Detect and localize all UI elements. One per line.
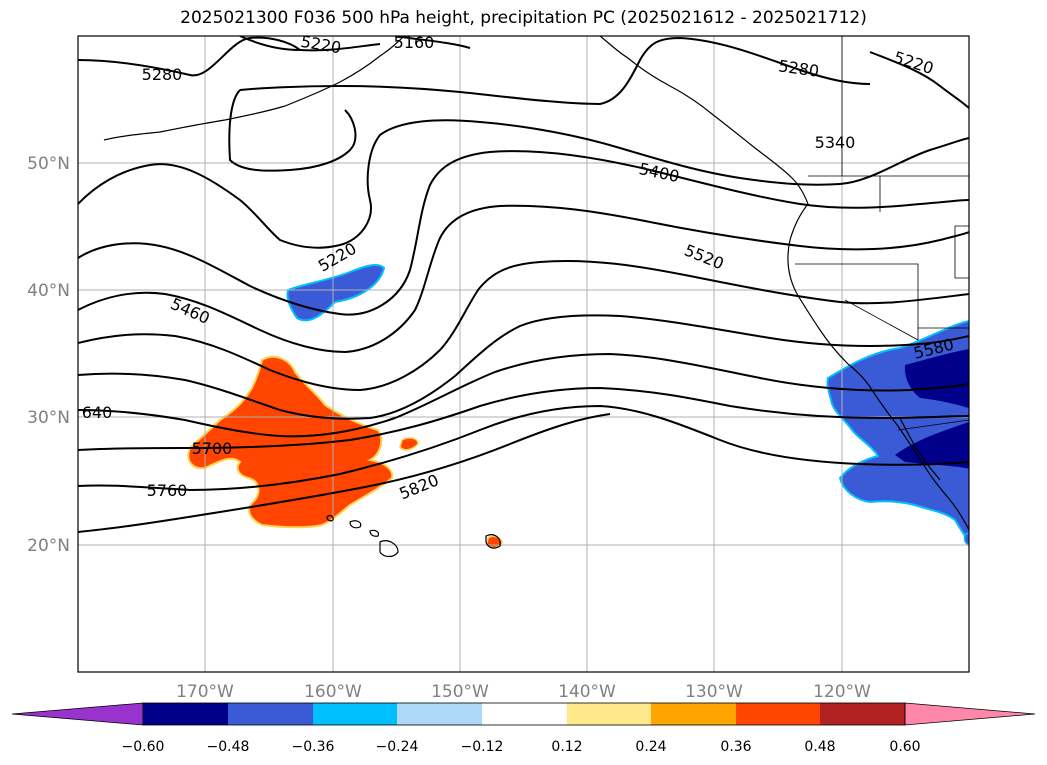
colorbar-tick-label: 0.60 <box>889 739 920 755</box>
colorbar-tick-label: −0.36 <box>292 739 335 755</box>
coastlines <box>103 36 969 558</box>
colorbar-segment <box>143 703 228 725</box>
contour-label: 5160 <box>394 33 435 52</box>
colorbar-tick-label: −0.48 <box>207 739 250 755</box>
colorbar: −0.60 −0.48 −0.36 −0.24 −0.12 0.12 0.24 … <box>11 702 1036 755</box>
contour-label: 5340 <box>815 133 856 152</box>
colorbar-tick-label: −0.60 <box>122 739 165 755</box>
colorbar-extend-right <box>904 702 1036 726</box>
precip-positive-blob <box>399 437 419 451</box>
precip-strong-negative-area <box>895 422 969 469</box>
lon-label: 140°W <box>558 682 616 702</box>
colorbar-segment <box>228 703 313 725</box>
latitude-labels: 50°N 40°N 30°N 20°N <box>27 154 70 556</box>
precip-negative-blob <box>963 532 969 547</box>
lat-label: 30°N <box>27 408 70 428</box>
colorbar-tick-label: 0.12 <box>551 739 582 755</box>
colorbar-segment <box>736 703 820 725</box>
colorbar-frame <box>142 702 906 726</box>
colorbar-segment <box>651 703 736 725</box>
colorbar-extend-left <box>11 702 144 726</box>
precip-negative-area-north <box>286 264 386 322</box>
chart-title: 2025021300 F036 500 hPa height, precipit… <box>180 8 867 28</box>
gridlines <box>78 36 969 672</box>
lon-label: 150°W <box>431 682 489 702</box>
lon-label: 160°W <box>304 682 362 702</box>
contour-label: 640 <box>82 403 113 422</box>
lat-label: 20°N <box>27 536 70 556</box>
colorbar-tick-label: 0.36 <box>720 739 751 755</box>
contour-label: 5760 <box>147 481 188 500</box>
precip-strong-negative-area <box>904 349 969 409</box>
lat-label: 40°N <box>27 281 70 301</box>
precip-positive-area <box>187 355 394 529</box>
colorbar-segment <box>820 703 905 725</box>
lon-label: 170°W <box>176 682 234 702</box>
colorbar-segment <box>397 703 482 725</box>
colorbar-segment <box>567 703 651 725</box>
contour-label: 5280 <box>142 65 183 84</box>
lon-label: 120°W <box>813 682 871 702</box>
colorbar-segment <box>482 703 567 725</box>
map-border <box>77 35 970 673</box>
colorbar-tick-label: −0.12 <box>461 739 504 755</box>
colorbar-tick-label: −0.24 <box>376 739 419 755</box>
longitude-labels: 170°W 160°W 150°W 140°W 130°W 120°W <box>176 682 871 702</box>
colorbar-segment <box>313 703 397 725</box>
height-contours <box>78 36 969 533</box>
lon-label: 130°W <box>685 682 743 702</box>
lat-label: 50°N <box>27 154 70 174</box>
map-area <box>78 36 969 672</box>
contour-label: 5700 <box>192 439 233 458</box>
colorbar-tick-label: 0.24 <box>635 739 666 755</box>
colorbar-tick-label: 0.48 <box>804 739 835 755</box>
